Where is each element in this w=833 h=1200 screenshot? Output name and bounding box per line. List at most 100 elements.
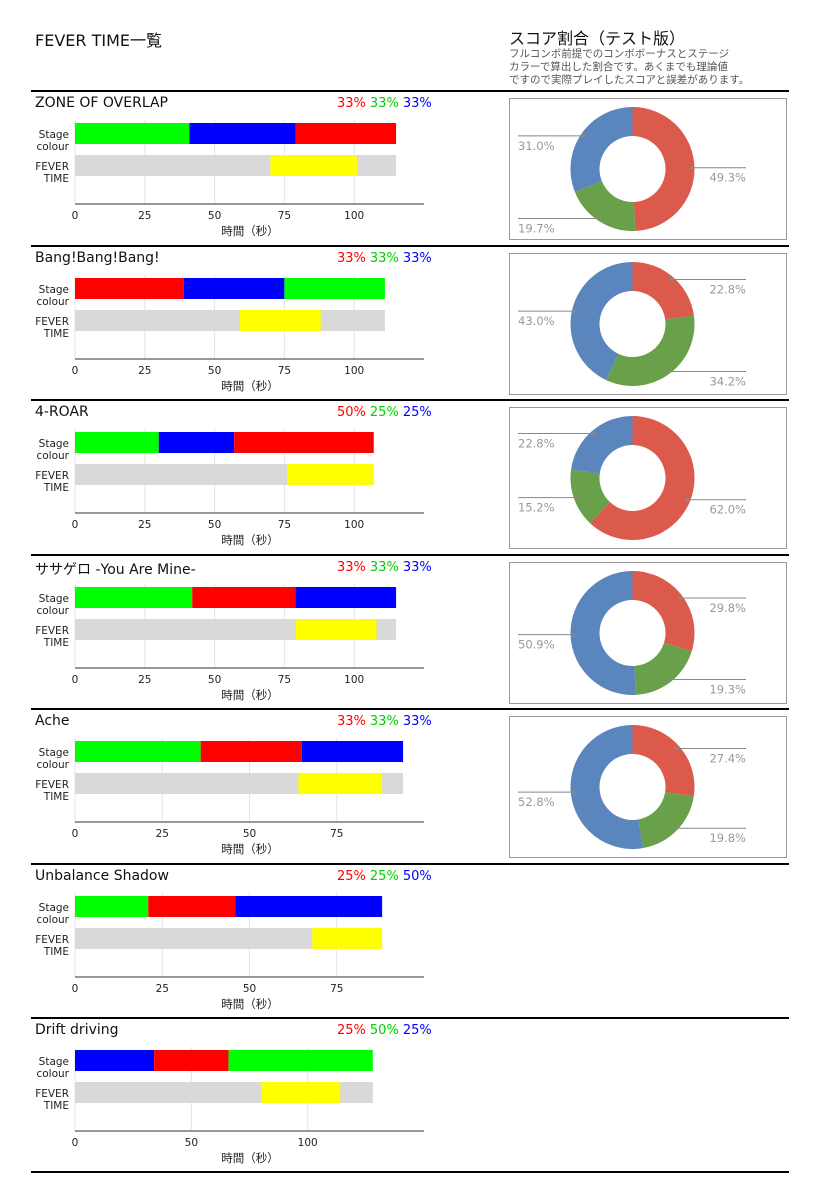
- x-axis-label: 時間（秒）: [221, 224, 279, 238]
- stage-segment-blue: [183, 277, 285, 299]
- ratio-red: 25%: [337, 868, 366, 884]
- row-label: colour: [36, 296, 69, 308]
- tick-label: 100: [344, 674, 364, 686]
- ratio-green: 33%: [369, 250, 399, 266]
- tick-label: 0: [72, 519, 79, 531]
- donut-slice-blue: [570, 725, 644, 849]
- ratio-green: 25%: [369, 868, 399, 884]
- donut-label-blue: 50.9%: [518, 637, 555, 651]
- stage-segment-green: [228, 1050, 373, 1071]
- row-label: TIME: [43, 482, 69, 494]
- row-label: FEVER: [35, 779, 69, 791]
- tick-label: 25: [138, 674, 151, 686]
- fever-segment: [295, 618, 377, 640]
- tick-label: 0: [72, 210, 79, 222]
- ratio-red: 50%: [337, 405, 366, 420]
- score-ratio-box: 27.4% 19.8% 52.8%: [509, 716, 787, 858]
- tick-label: 75: [278, 365, 291, 377]
- tick-label: 100: [298, 1137, 318, 1149]
- donut-slice-red: [632, 107, 695, 231]
- fever-track: [75, 927, 383, 949]
- tick-label: 100: [344, 365, 364, 377]
- stage-segment-red: [200, 741, 302, 762]
- row-label: TIME: [43, 946, 69, 958]
- leader-dot: [582, 134, 586, 138]
- section-divider: [31, 1017, 789, 1019]
- row-label: colour: [36, 759, 69, 771]
- row-label: FEVER: [35, 470, 69, 482]
- tick-label: 0: [72, 828, 79, 840]
- fever-segment: [270, 155, 357, 176]
- row-label: TIME: [43, 1100, 69, 1112]
- leader-dot: [673, 826, 677, 830]
- row-label: Stage: [39, 129, 69, 141]
- leader-dot: [678, 595, 682, 600]
- tick-label: 25: [138, 365, 151, 377]
- stage-segment-red: [295, 123, 397, 144]
- ratio-green: 25%: [369, 405, 399, 420]
- donut-slice-red: [632, 570, 695, 651]
- tick-label: 50: [243, 983, 256, 995]
- stage-segment-red: [154, 1050, 229, 1071]
- tick-label: 0: [72, 365, 79, 377]
- tick-label: 50: [208, 519, 221, 531]
- tick-label: 75: [330, 983, 343, 995]
- tick-label: 75: [330, 828, 343, 840]
- fever-track: [75, 309, 385, 331]
- x-axis-label: 時間（秒）: [221, 1151, 279, 1165]
- donut-slice-green: [570, 469, 610, 524]
- score-note-line: フルコンボ前提でのコンボボーナスとステージ: [509, 48, 730, 60]
- score-donut: 27.4% 19.8% 52.8%: [518, 725, 746, 849]
- row-label: Stage: [39, 747, 69, 759]
- leader-dot: [598, 216, 603, 221]
- ratio-red: 33%: [337, 714, 366, 729]
- donut-slice-green: [574, 181, 636, 231]
- leader-dot: [592, 431, 596, 436]
- donut-slice-red: [632, 261, 694, 319]
- score-note-line: カラーで算出した割合です。あくまでも理論値: [509, 61, 728, 73]
- row-label: Stage: [39, 902, 69, 914]
- section-divider: [31, 90, 789, 92]
- tick-label: 75: [278, 519, 291, 531]
- tick-label: 100: [344, 210, 364, 222]
- donut-label-green: 19.7%: [518, 222, 555, 236]
- tick-label: 75: [278, 210, 291, 222]
- tick-label: 0: [72, 1137, 79, 1149]
- tick-label: 25: [138, 210, 151, 222]
- donut-slice-blue: [570, 107, 633, 192]
- row-label: FEVER: [35, 934, 69, 946]
- row-label: TIME: [43, 328, 69, 340]
- tick-label: 0: [72, 983, 79, 995]
- section-divider: [31, 1171, 789, 1173]
- tick-label: 50: [208, 365, 221, 377]
- ratio-green: 33%: [369, 559, 399, 575]
- x-axis-label: 時間（秒）: [221, 379, 279, 393]
- donut-label-green: 19.8%: [709, 831, 746, 845]
- leader-dot: [572, 790, 576, 794]
- song-title: Bang!Bang!Bang!: [35, 249, 160, 266]
- ratio-blue: 25%: [402, 405, 432, 420]
- ratio-red: 33%: [337, 96, 366, 111]
- song-title: Ache: [35, 713, 70, 729]
- row-label: colour: [36, 450, 69, 462]
- ratio-blue: 25%: [402, 1023, 432, 1038]
- row-label: TIME: [43, 637, 69, 649]
- row-label: Stage: [39, 284, 69, 296]
- row-label: colour: [36, 914, 69, 926]
- donut-label-red: 62.0%: [709, 503, 746, 517]
- stage-segment-red: [192, 586, 296, 608]
- stage-segment-red: [75, 277, 184, 299]
- stage-segment-blue: [295, 586, 397, 608]
- row-label: FEVER: [35, 316, 69, 328]
- row-label: FEVER: [35, 625, 69, 637]
- ratio-blue: 33%: [402, 250, 432, 266]
- donut-slice-red: [590, 416, 695, 540]
- donut-label-red: 27.4%: [709, 752, 746, 766]
- song-title: Unbalance Shadow: [35, 867, 169, 884]
- fever-segment: [261, 1082, 341, 1103]
- tick-label: 0: [72, 674, 79, 686]
- row-label: Stage: [39, 593, 69, 605]
- section-divider: [31, 399, 789, 401]
